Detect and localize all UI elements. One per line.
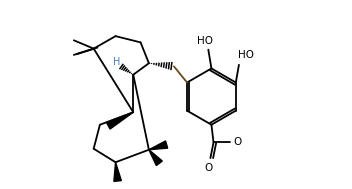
- Text: HO: HO: [238, 50, 254, 60]
- Polygon shape: [149, 141, 168, 150]
- Text: O: O: [205, 163, 213, 173]
- Text: HO: HO: [197, 36, 213, 46]
- Text: H: H: [113, 57, 120, 67]
- Text: O: O: [233, 137, 241, 147]
- Polygon shape: [149, 150, 162, 166]
- Polygon shape: [106, 112, 133, 129]
- Polygon shape: [114, 162, 121, 181]
